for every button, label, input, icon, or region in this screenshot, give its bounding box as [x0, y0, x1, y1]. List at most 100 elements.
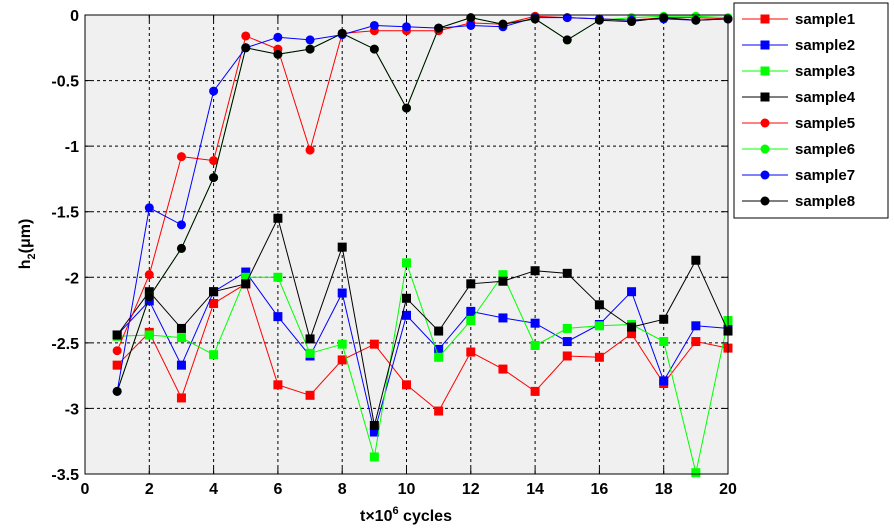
series-line	[116, 216, 729, 426]
legend-entry: sample3	[742, 63, 855, 80]
data-point	[209, 173, 219, 183]
y-tick-label: -3	[65, 401, 79, 418]
data-point	[691, 337, 701, 347]
data-point	[144, 270, 154, 280]
x-tick-label: 6	[273, 481, 282, 498]
data-point	[627, 17, 637, 27]
data-point	[305, 348, 315, 358]
data-point	[209, 287, 219, 297]
data-point	[273, 380, 283, 390]
axis-ticks	[84, 14, 729, 475]
data-point	[369, 20, 379, 30]
data-point	[305, 334, 315, 344]
data-point	[209, 350, 219, 360]
data-point	[112, 346, 122, 356]
y-tick-label: -1.5	[51, 205, 79, 222]
legend-label: sample3	[795, 63, 855, 80]
legend-marker	[760, 170, 770, 180]
data-point	[176, 323, 186, 333]
data-point	[434, 344, 444, 354]
data-point	[627, 322, 637, 332]
legend-entry: sample2	[742, 37, 855, 54]
legend-label: sample2	[795, 37, 855, 54]
data-point	[466, 316, 476, 326]
data-point	[337, 339, 347, 349]
data-point	[402, 103, 411, 113]
legend-entry: sample8	[742, 193, 855, 210]
data-point	[659, 314, 669, 324]
data-point	[530, 266, 540, 276]
data-point	[562, 13, 572, 23]
data-point	[691, 468, 701, 478]
y-axis-label: h2(μm)	[17, 219, 38, 270]
data-point	[209, 299, 219, 309]
legend-marker	[760, 40, 770, 50]
data-point	[144, 330, 154, 340]
data-point	[691, 15, 701, 25]
data-point	[305, 35, 315, 45]
data-point	[337, 28, 347, 38]
x-tick-label: 12	[462, 481, 480, 498]
data-point	[241, 267, 251, 277]
data-point	[562, 35, 572, 45]
data-point	[466, 20, 476, 30]
data-point	[659, 376, 669, 386]
data-point	[369, 420, 379, 430]
data-point	[305, 44, 315, 54]
legend-entry: sample4	[742, 89, 856, 106]
data-point	[627, 329, 637, 339]
data-point	[594, 352, 604, 362]
data-point	[241, 272, 251, 282]
x-tick-label: 16	[591, 481, 609, 498]
data-point	[144, 292, 154, 302]
x-tick-label: 8	[338, 481, 347, 498]
data-point	[273, 312, 283, 322]
y-tick-label: -2	[65, 270, 79, 287]
data-point	[369, 452, 379, 462]
series-line	[116, 17, 729, 392]
data-point	[273, 272, 283, 282]
data-point	[434, 406, 444, 416]
data-point	[402, 293, 411, 303]
data-point	[369, 427, 379, 437]
series-sample1	[112, 279, 733, 416]
data-point	[466, 306, 476, 316]
data-point	[176, 360, 186, 370]
data-point	[209, 86, 219, 96]
data-point	[659, 337, 669, 347]
series-group	[112, 11, 733, 478]
data-point	[112, 330, 122, 340]
data-point	[305, 145, 315, 155]
data-point	[305, 390, 315, 400]
data-point	[144, 203, 154, 213]
data-point	[241, 31, 251, 41]
data-point	[627, 287, 637, 297]
data-point	[176, 333, 186, 343]
y-tick-label: 0	[70, 8, 79, 25]
legend-entries: sample1 sample2 sample3 sample4 sample5 sampl…	[742, 11, 856, 210]
data-point	[594, 321, 604, 331]
series-line	[117, 262, 729, 473]
x-tick-label: 18	[655, 481, 673, 498]
tick-labels: 0 2 4 6 8 10 12 14 16 18 20 0 -0.5 -1 -1.5 -2 -2.5 -3 -3.5	[51, 8, 737, 498]
data-point	[530, 340, 540, 350]
data-point	[112, 360, 122, 370]
legend-label: sample1	[795, 11, 855, 28]
data-point	[466, 279, 476, 289]
y-tick-label: -1	[65, 139, 79, 156]
y-tick-label: -0.5	[51, 74, 79, 91]
data-point	[562, 351, 572, 361]
legend-label: sample7	[795, 167, 855, 184]
data-point	[434, 326, 444, 336]
data-point	[176, 243, 186, 253]
data-point	[176, 393, 186, 403]
data-point	[466, 347, 476, 357]
legend-marker	[760, 66, 770, 76]
data-point	[273, 213, 283, 223]
x-tick-label: 10	[398, 481, 416, 498]
data-point	[498, 364, 508, 374]
data-point	[498, 276, 508, 286]
series-sample4	[112, 213, 733, 430]
legend-marker	[760, 144, 770, 154]
